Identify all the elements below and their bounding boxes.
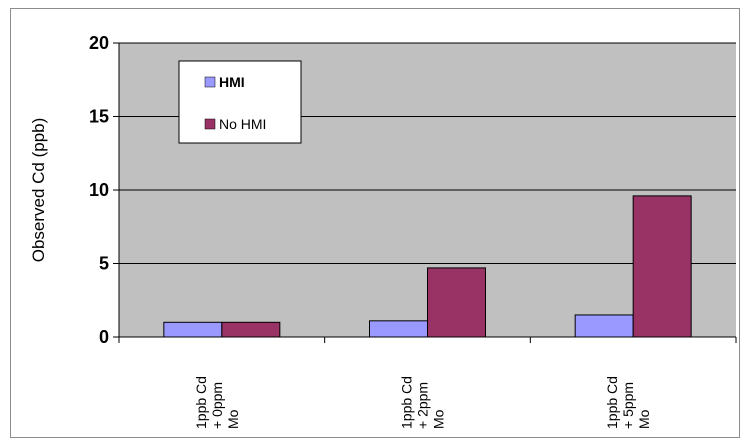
bar-no-hmi-1 [427, 267, 486, 338]
y-tick-label-10: 10 [89, 180, 109, 200]
legend-label-no-hmi: No HMI [219, 116, 266, 132]
x-category-label-1-1: + 2ppm [415, 382, 431, 429]
bar-no-hmi-2 [632, 195, 692, 338]
bar-no-hmi-0 [221, 321, 281, 338]
bar-hmi-0 [163, 321, 223, 338]
y-tick-label-15: 15 [89, 107, 109, 127]
legend-swatch-hmi [204, 76, 216, 88]
y-tick-label-0: 0 [99, 327, 109, 347]
bar-hmi-1 [369, 320, 428, 338]
legend-label-hmi: HMI [219, 74, 245, 90]
legend-box [178, 60, 302, 144]
x-category-label-0-0: 1ppb Cd [193, 376, 209, 429]
y-tick-label-20: 20 [89, 33, 109, 53]
x-category-label-2-0: 1ppb Cd [604, 376, 620, 429]
chart-frame: 0 5 10 15 20 Observed Cd (ppb) 1ppb Cd + 0ppm Mo… [10, 8, 740, 438]
x-category-label-1-2: Mo [431, 409, 447, 429]
x-category-label-2-1: + 5ppm [620, 382, 636, 429]
y-axis-title: Observed Cd (ppb) [29, 118, 48, 263]
bar-hmi-2 [574, 314, 634, 338]
x-category-label-0-1: + 0ppm [209, 382, 225, 429]
x-category-label-0-2: Mo [225, 409, 241, 429]
legend-swatch-no-hmi [204, 118, 216, 130]
x-category-label-1-0: 1ppb Cd [399, 376, 415, 429]
x-category-label-2-2: Mo [636, 409, 652, 429]
y-tick-label-5: 5 [99, 254, 109, 274]
